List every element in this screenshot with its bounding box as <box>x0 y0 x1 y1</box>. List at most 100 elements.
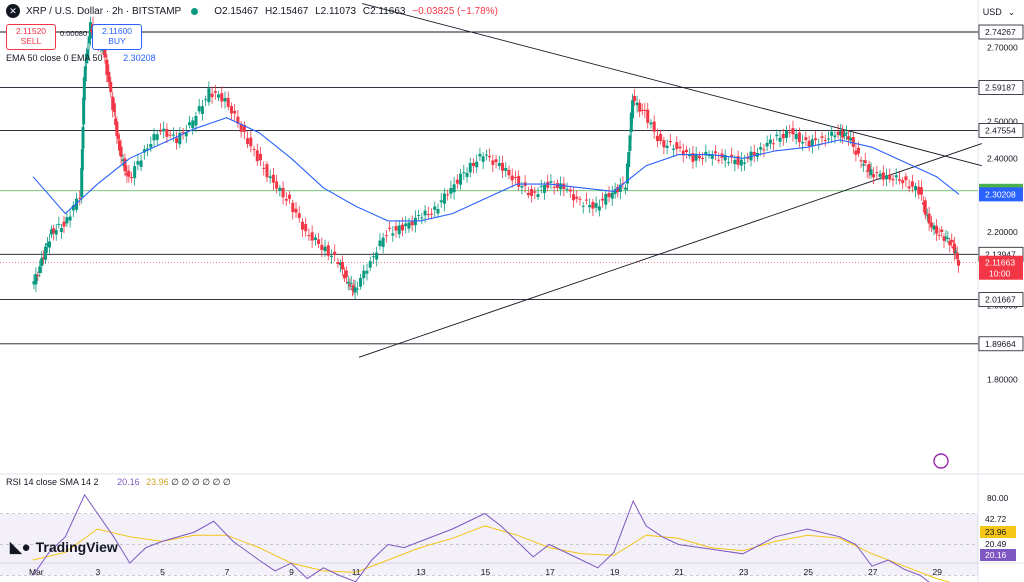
candle-body <box>114 118 118 125</box>
candle-body <box>317 239 321 244</box>
candle-body <box>281 187 285 198</box>
candle-body <box>239 123 243 132</box>
price-tick-label: 1.80000 <box>987 374 1018 384</box>
time-tick-label: 17 <box>545 567 555 577</box>
sell-price: 2.11520 <box>15 26 47 36</box>
candle-body <box>717 159 721 161</box>
candle-body <box>297 213 301 218</box>
sell-label: SELL <box>20 36 42 46</box>
candle-body <box>210 93 214 98</box>
candle-body <box>310 232 314 241</box>
candle-body <box>459 173 463 185</box>
level-tag-bg <box>978 292 1024 307</box>
chart-header: ✕ XRP / U.S. Dollar · 2h · BITSTAMP O2.1… <box>0 0 502 22</box>
price-tick-label: 2.50000 <box>987 116 1018 126</box>
candle-body <box>859 160 863 162</box>
candle-body <box>365 270 369 274</box>
candle-body <box>320 244 324 250</box>
candle-body <box>191 120 195 129</box>
candle-body <box>36 275 40 277</box>
candle-body <box>107 71 111 83</box>
candle-body <box>313 237 317 240</box>
sell-button[interactable]: 2.11520 SELL <box>6 24 56 50</box>
candle-body <box>730 154 734 157</box>
candle-body <box>146 148 150 151</box>
candle-body <box>942 236 946 241</box>
symbol-title[interactable]: XRP / U.S. Dollar · 2h · BITSTAMP <box>26 5 182 17</box>
candle-body <box>326 245 330 256</box>
candle-body <box>954 251 958 254</box>
candle-body <box>46 243 50 246</box>
rsi-legend[interactable]: RSI 14 close SMA 14 2 20.16 23.96 ∅ ∅ ∅ … <box>6 477 231 488</box>
level-tag-label: 2.13947 <box>985 249 1016 259</box>
candle-body <box>746 157 750 159</box>
candle-body <box>937 234 941 236</box>
candle-body <box>865 170 869 172</box>
candle-body <box>68 216 72 221</box>
candle-body <box>917 186 921 195</box>
candle-body <box>294 208 298 213</box>
rsi-legend-value: 20.16 <box>117 477 140 487</box>
candle-body <box>684 149 688 153</box>
candle-body <box>478 153 482 157</box>
candle-body <box>342 274 346 279</box>
currency-selector[interactable]: USD ⌄ <box>976 3 1022 21</box>
buy-button[interactable]: 2.11600 BUY <box>92 24 142 50</box>
candle-body <box>923 200 927 215</box>
candle-body <box>869 169 873 176</box>
ohlc-readout: O2.15467 H2.15467 L2.11073 C2.11663 −0.0… <box>214 6 502 17</box>
candle-body <box>768 139 772 144</box>
candle-body <box>115 121 119 137</box>
candle-body <box>378 240 382 247</box>
candle-body <box>255 150 259 162</box>
candle-body <box>914 186 918 191</box>
candle-body <box>136 161 140 165</box>
candle-body <box>47 241 51 248</box>
candle-body <box>652 121 656 132</box>
candle-body <box>891 178 895 181</box>
candle-body <box>752 152 756 156</box>
candle-body <box>236 116 240 124</box>
candle-body <box>785 130 789 138</box>
candle-body <box>659 133 663 141</box>
candle-body <box>581 205 585 207</box>
candle-body <box>625 163 629 184</box>
candle-body <box>155 134 159 140</box>
candle-body <box>32 281 36 285</box>
candle-body <box>604 193 608 205</box>
candle-body <box>575 196 579 199</box>
candle-body <box>397 225 401 235</box>
candle-body <box>643 109 647 111</box>
candle-body <box>618 184 622 192</box>
candle-body <box>40 258 44 266</box>
candle-body <box>204 99 208 101</box>
candle-body <box>90 29 94 32</box>
rsi-legend-tail: ∅ ∅ ∅ ∅ ∅ ∅ <box>171 477 231 487</box>
candle-body <box>82 97 86 125</box>
level-tag-label: 2.59187 <box>985 83 1016 93</box>
candle-body <box>353 287 357 293</box>
time-tick-label: 3 <box>96 567 101 577</box>
candle-body <box>833 135 837 138</box>
candle-body <box>907 186 911 189</box>
candle-body <box>823 139 827 141</box>
candle-body <box>591 201 595 209</box>
time-tick-label: 13 <box>416 567 426 577</box>
level-tag-bg <box>978 24 1024 40</box>
candle-body <box>465 172 469 177</box>
rsi-tag-bg <box>980 549 1016 561</box>
candle-body <box>184 132 188 137</box>
candle-body <box>597 206 601 211</box>
candle-body <box>468 162 472 173</box>
candle-body <box>526 192 530 196</box>
ema-legend[interactable]: EMA 50 close 0 EMA 50 2.30208 <box>6 53 156 63</box>
candle-body <box>701 158 705 160</box>
candle-body <box>830 131 834 136</box>
candle-body <box>442 193 446 204</box>
candle-body <box>836 131 840 135</box>
candle-body <box>507 169 511 176</box>
candle-body <box>678 146 682 149</box>
candle-body <box>359 277 363 287</box>
candle-body <box>946 238 950 240</box>
candle-body <box>572 194 576 201</box>
